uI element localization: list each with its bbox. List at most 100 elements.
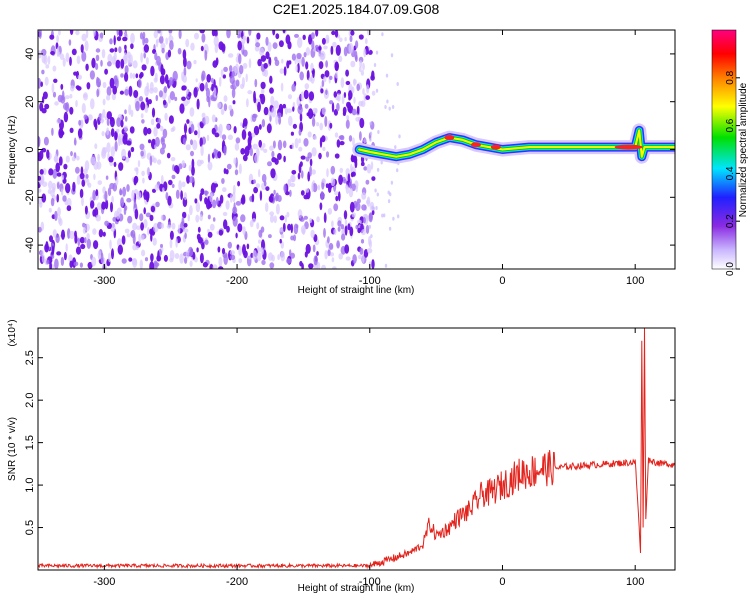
noise-speck [293,223,299,235]
noise-speck [108,156,114,163]
noise-speck [376,192,379,197]
noise-speck [97,249,102,260]
noise-speck [130,43,134,50]
noise-speck [274,56,278,62]
noise-speck [126,184,130,192]
noise-speck [252,179,256,184]
noise-speck [124,44,127,50]
noise-speck [183,66,187,77]
noise-speck [137,160,141,168]
noise-speck [121,235,126,245]
noise-speck [140,113,144,119]
snr-y-multiplier: (x10⁴) [7,319,18,346]
noise-speck [366,163,372,174]
noise-speck [84,223,90,232]
noise-speck [177,47,182,55]
noise-speck [383,213,386,218]
noise-speck [329,100,334,105]
noise-speck [292,106,295,112]
noise-speck [325,151,330,158]
noise-speck [261,173,267,183]
spectrogram-x-tick-label: -300 [93,275,115,287]
noise-speck [111,195,114,204]
noise-speck [159,35,164,44]
noise-speck [199,30,205,34]
noise-speck [260,247,264,256]
noise-speck [179,253,184,264]
noise-speck [178,163,183,170]
noise-speck [266,123,272,134]
noise-speck [101,112,104,124]
noise-speck [356,105,360,115]
noise-speck [286,108,293,113]
noise-speck [116,30,119,36]
noise-speck [150,253,154,262]
noise-speck [279,68,284,74]
noise-speck [189,205,193,216]
noise-speck [140,150,144,157]
noise-speck [113,161,117,167]
noise-speck [107,61,112,67]
noise-speck [242,35,247,41]
noise-speck [223,95,228,102]
snr-x-tick-label: -300 [93,576,115,588]
noise-speck [135,73,139,79]
noise-speck [218,266,224,269]
noise-speck [356,219,362,224]
noise-speck [94,122,98,131]
noise-speck [228,104,233,111]
noise-speck [144,37,149,44]
noise-speck [51,83,55,94]
noise-speck [183,123,188,134]
noise-speck [41,69,45,75]
noise-speck [338,174,343,185]
noise-speck [77,128,83,139]
noise-speck [263,180,267,187]
noise-speck [245,73,248,83]
noise-speck [246,243,250,250]
noise-speck [355,40,359,49]
noise-speck [362,88,365,95]
noise-speck [206,134,210,141]
noise-speck [355,202,361,212]
noise-speck [359,117,365,129]
noise-speck [232,184,236,195]
noise-speck [253,186,258,194]
noise-speck [252,113,258,119]
noise-speck [334,153,340,159]
noise-speck [299,161,303,168]
noise-speck [312,244,316,253]
noise-speck [336,102,340,112]
noise-speck [209,192,214,203]
noise-speck [127,215,133,224]
noise-speck [297,37,303,49]
noise-speck [52,229,57,238]
noise-speck [237,40,242,51]
noise-speck [106,94,111,101]
noise-speck [361,229,366,236]
noise-speck [150,232,153,242]
noise-speck [160,42,166,50]
noise-speck [143,44,149,53]
noise-speck [105,175,109,180]
signal-hotspot [490,144,501,150]
snr-background [38,328,675,570]
noise-speck [265,51,270,60]
noise-speck [310,229,315,239]
noise-speck [251,132,256,138]
noise-speck [185,250,190,259]
noise-speck [142,177,145,184]
noise-speck [132,258,138,268]
noise-speck [302,34,306,40]
noise-speck [232,216,238,227]
noise-speck [124,72,129,82]
colorbar-gradient [711,29,737,270]
noise-speck [163,254,168,262]
noise-speck [56,251,62,256]
noise-speck [110,201,113,213]
noise-speck [186,60,192,70]
noise-speck [229,65,233,73]
noise-speck [55,234,60,244]
noise-speck [190,42,195,51]
noise-speck [150,65,155,77]
